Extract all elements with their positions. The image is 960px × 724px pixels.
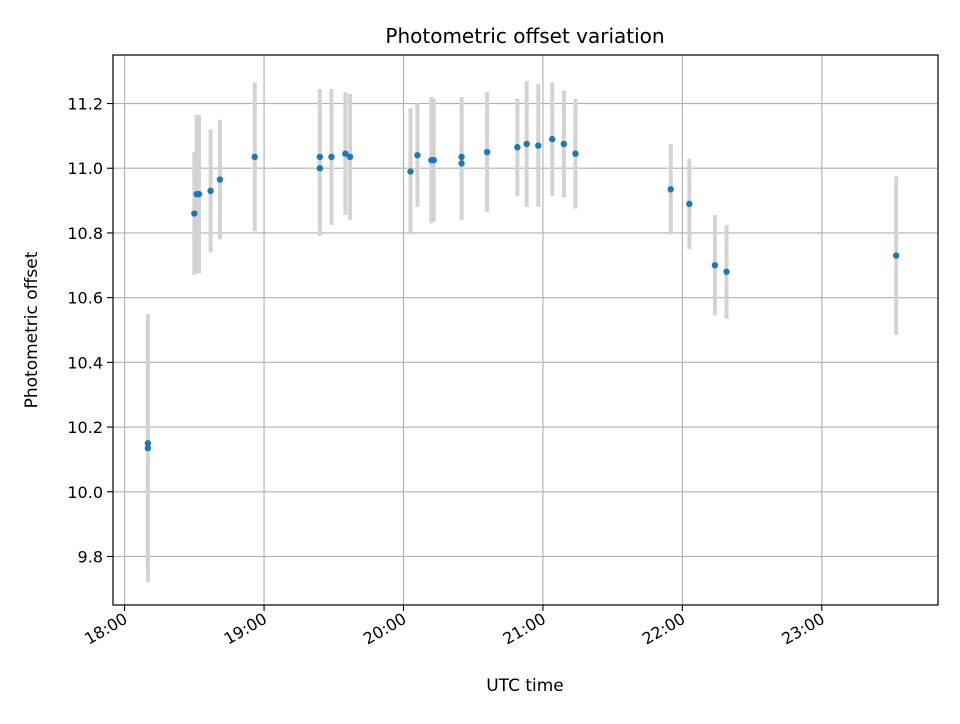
chart-title: Photometric offset variation xyxy=(385,24,664,48)
data-point xyxy=(251,153,258,161)
y-axis-label: Photometric offset xyxy=(22,251,42,408)
y-tick-label: 10.2 xyxy=(67,418,103,437)
x-axis-label: UTC time xyxy=(486,676,564,696)
data-point xyxy=(549,135,556,143)
data-point xyxy=(535,142,542,149)
data-point xyxy=(328,153,335,161)
data-point xyxy=(892,252,900,259)
data-points xyxy=(144,135,900,452)
data-point xyxy=(342,150,349,157)
data-point xyxy=(195,190,203,198)
data-point xyxy=(144,440,152,447)
data-point xyxy=(144,444,152,452)
y-tick-label: 9.8 xyxy=(78,547,103,566)
y-tick-label: 11.0 xyxy=(67,159,103,178)
y-tick-label: 10.6 xyxy=(67,289,103,308)
data-point xyxy=(207,187,214,195)
data-point xyxy=(191,210,198,217)
data-point xyxy=(514,144,521,151)
data-point xyxy=(572,150,579,157)
data-point xyxy=(346,153,354,161)
data-point xyxy=(483,148,491,156)
y-tick-label: 11.2 xyxy=(67,95,103,114)
data-point xyxy=(458,153,465,161)
data-point xyxy=(316,153,324,161)
data-point xyxy=(686,200,693,208)
y-tick-label: 10.0 xyxy=(67,483,103,502)
y-tick-label: 10.4 xyxy=(67,353,103,372)
y-tick-label: 10.8 xyxy=(67,224,103,243)
data-point xyxy=(711,262,719,269)
data-point xyxy=(458,160,465,167)
data-point xyxy=(560,140,568,148)
data-point xyxy=(723,268,730,275)
data-point xyxy=(407,168,414,175)
plot-frame xyxy=(112,54,939,606)
data-point xyxy=(667,186,674,193)
data-point xyxy=(316,165,324,172)
data-point xyxy=(523,140,530,148)
data-point xyxy=(216,176,224,183)
data-point xyxy=(430,156,437,164)
data-point xyxy=(414,152,421,159)
